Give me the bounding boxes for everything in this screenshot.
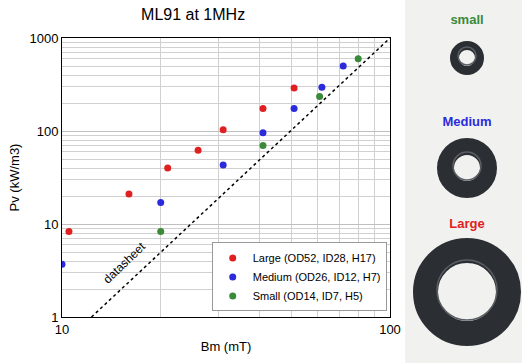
svg-text:Large: Large: [449, 216, 484, 231]
svg-text:1000: 1000: [29, 31, 58, 46]
svg-text:1: 1: [51, 310, 58, 325]
svg-text:Medium: Medium: [442, 114, 491, 129]
svg-text:10: 10: [55, 322, 69, 337]
svg-text:small: small: [450, 12, 483, 27]
svg-text:10: 10: [44, 217, 58, 232]
svg-text:Pv (kW/m3): Pv (kW/m3): [7, 144, 22, 212]
svg-text:100: 100: [37, 124, 59, 139]
svg-text:Small (OD14, ID7, H5): Small (OD14, ID7, H5): [253, 290, 363, 302]
svg-text:Medium (OD26, ID12, H7): Medium (OD26, ID12, H7): [253, 271, 381, 283]
svg-text:datasheet: datasheet: [100, 239, 148, 286]
svg-text:100: 100: [379, 322, 401, 337]
svg-text:Bm (mT): Bm (mT): [201, 339, 252, 354]
svg-text:ML91 at 1MHz: ML91 at 1MHz: [141, 6, 245, 23]
svg-text:Large (OD52, ID28, H17): Large (OD52, ID28, H17): [253, 252, 376, 264]
